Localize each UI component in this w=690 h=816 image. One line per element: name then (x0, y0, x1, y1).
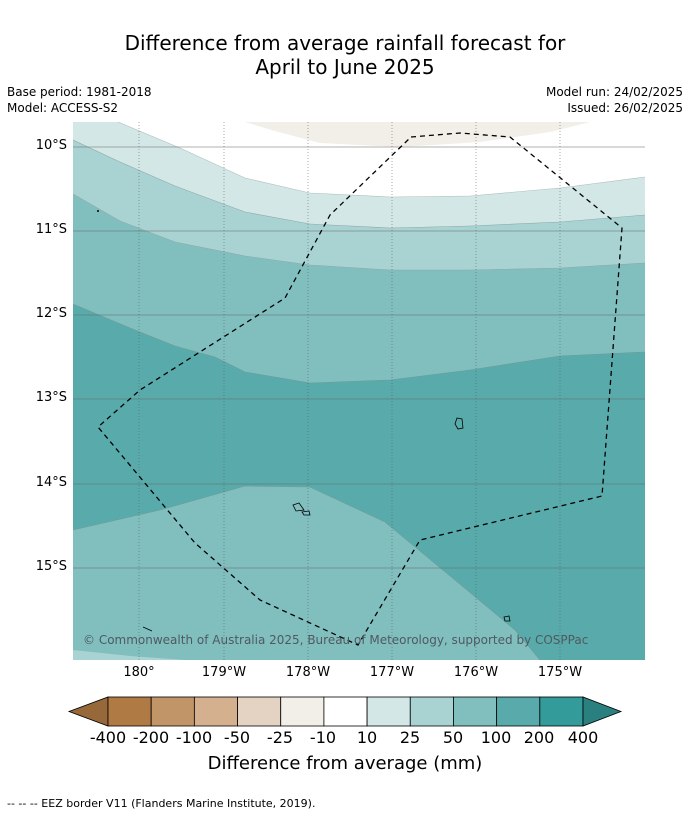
model-run-label: Model run: 24/02/2025 (545, 85, 683, 99)
lon-label-175w: 175°W (537, 665, 583, 680)
latitude-lines (73, 146, 645, 569)
colorbar-label: 25 (399, 728, 421, 747)
lat-label-15s: 15°S (35, 559, 67, 574)
colorbar-cell (539, 696, 584, 727)
colorbar-label: -25 (266, 728, 294, 747)
island-c (301, 510, 311, 516)
colorbar-cell (453, 696, 498, 727)
chart-title-line-1: Difference from average rainfall forecas… (124, 31, 566, 55)
colorbar-label: 200 (523, 728, 555, 747)
colorbar-cell (496, 696, 541, 727)
colorbar-cell (237, 696, 282, 727)
chart-title-line-2: April to June 2025 (255, 55, 435, 79)
band-neutral (118, 122, 645, 197)
colorbar-cell (366, 696, 411, 727)
lat-label-12s: 12°S (35, 306, 67, 321)
colorbar-label: 10 (356, 728, 378, 747)
band-25-50-south (73, 650, 185, 660)
base-period-label: Base period: 1981-2018 (7, 85, 152, 99)
lon-label-180: 180° (123, 665, 155, 680)
lon-label-176w: 176°W (453, 665, 499, 680)
eez-footnote: -- -- -- EEZ border V11 (Flanders Marine… (7, 797, 316, 810)
colorbar-label: 100 (480, 728, 512, 747)
lat-label-13s: 13°S (35, 390, 67, 405)
colorbar-extend-high (582, 696, 623, 727)
colorbar-cell (193, 696, 238, 727)
copyright-credit: © Commonwealth of Australia 2025, Bureau… (83, 633, 589, 647)
colorbar-cell (150, 696, 195, 727)
colorbar-label: -50 (223, 728, 251, 747)
lon-label-179w: 179°W (201, 665, 247, 680)
lat-label-11s: 11°S (35, 222, 67, 237)
colorbar-title: Difference from average (mm) (207, 753, 483, 774)
colorbar-extend-low (67, 696, 109, 727)
island-d (503, 615, 511, 622)
island-e (142, 626, 153, 632)
island-a (454, 417, 464, 430)
colorbar-cell (409, 696, 454, 727)
lon-label-178w: 178°W (285, 665, 331, 680)
colorbar-label: -100 (175, 728, 213, 747)
eez-border (97, 132, 623, 646)
colorbar-label: 50 (442, 728, 464, 747)
band-50-100-south (73, 486, 540, 660)
colorbar-label: 400 (567, 728, 599, 747)
colorbar-cell (280, 696, 325, 727)
band-neutral-dry (245, 122, 590, 147)
lat-label-14s: 14°S (35, 475, 67, 490)
colorbar-cell (323, 696, 368, 727)
colorbar-label: -200 (132, 728, 170, 747)
island-dot (97, 210, 99, 212)
model-label: Model: ACCESS-S2 (7, 101, 119, 115)
lat-label-10s: 10°S (35, 138, 67, 153)
lon-label-177w: 177°W (369, 665, 415, 680)
issued-label: Issued: 26/02/2025 (567, 101, 683, 115)
colorbar-label: -400 (89, 728, 127, 747)
colorbar-cell (107, 696, 152, 727)
island-b (292, 502, 305, 512)
colorbar-label: -10 (309, 728, 337, 747)
